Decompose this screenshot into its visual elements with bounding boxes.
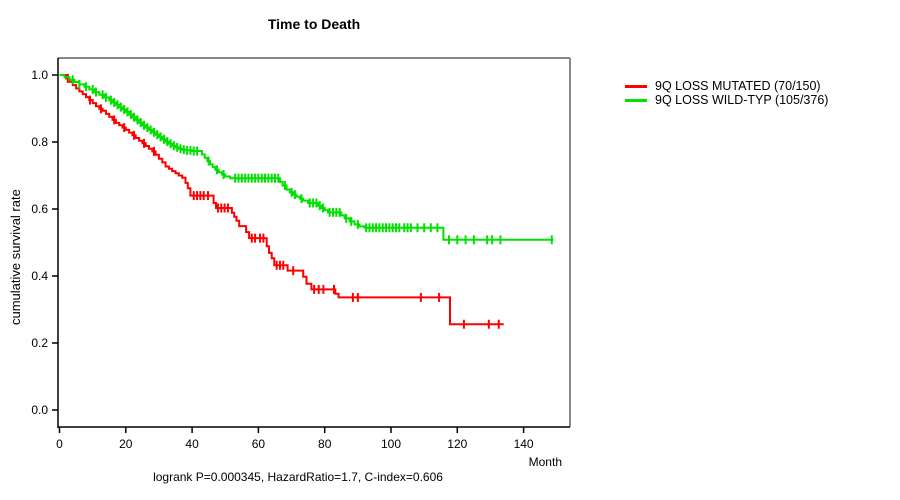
legend-line-swatch	[625, 98, 647, 102]
statistics-annotation: logrank P=0.000345, HazardRatio=1.7, C-i…	[153, 470, 443, 484]
y-axis-label: cumulative survival rate	[8, 189, 23, 325]
x-tick-label: 140	[514, 437, 534, 451]
x-tick-label: 120	[447, 437, 467, 451]
legend-item: 9Q LOSS MUTATED (70/150)	[625, 79, 828, 93]
legend-line-swatch	[625, 84, 647, 88]
x-tick-label: 20	[119, 437, 133, 451]
x-tick-label: 80	[318, 437, 332, 451]
y-tick-label: 0.8	[31, 135, 48, 149]
x-tick-label: 60	[252, 437, 266, 451]
y-tick-label: 0.4	[31, 269, 48, 283]
chart-title: Time to Death	[267, 16, 361, 32]
legend: 9Q LOSS MUTATED (70/150) 9Q LOSS WILD-TYP…	[625, 79, 828, 107]
x-axis-label: Month	[528, 455, 562, 469]
x-tick-label: 0	[56, 437, 63, 451]
legend-label: 9Q LOSS MUTATED (70/150)	[655, 79, 821, 93]
y-tick-label: 0.6	[31, 202, 48, 216]
x-tick-label: 40	[185, 437, 199, 451]
y-tick-label: 0.0	[31, 403, 48, 417]
y-tick-label: 1.0	[31, 68, 48, 82]
y-tick-label: 0.2	[31, 336, 48, 350]
km-curve	[59, 74, 554, 241]
x-tick-label: 100	[381, 437, 401, 451]
legend-label: 9Q LOSS WILD-TYP (105/376)	[655, 93, 829, 107]
km-curve	[59, 74, 504, 326]
legend-item: 9Q LOSS WILD-TYP (105/376)	[625, 93, 828, 107]
